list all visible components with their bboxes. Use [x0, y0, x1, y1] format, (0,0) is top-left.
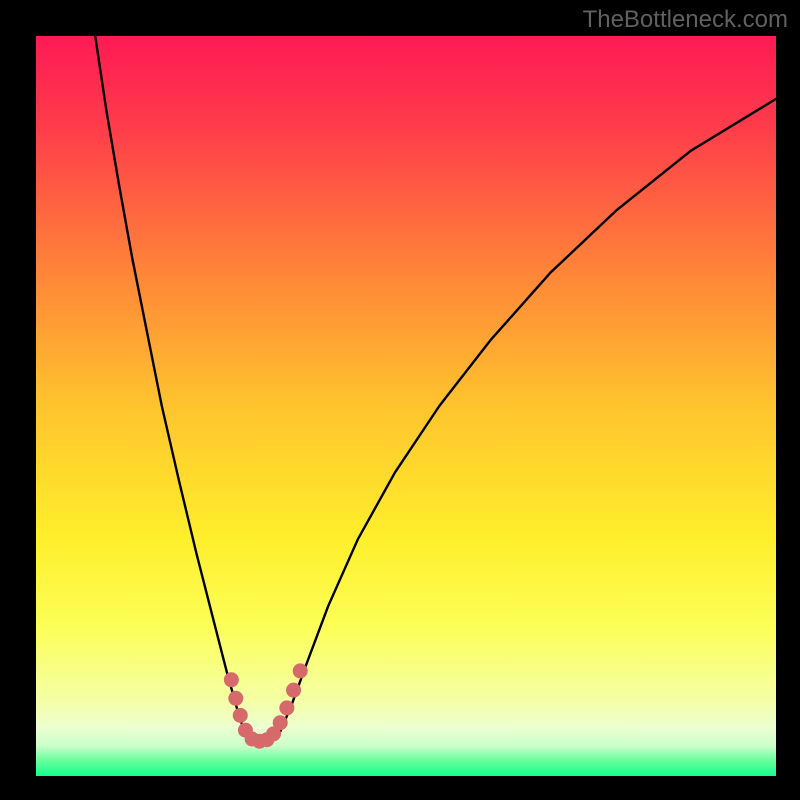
chart-container: TheBottleneck.com — [0, 0, 800, 800]
plot-area — [36, 36, 776, 776]
watermark-text: TheBottleneck.com — [583, 6, 788, 34]
valley-markers — [36, 36, 776, 776]
